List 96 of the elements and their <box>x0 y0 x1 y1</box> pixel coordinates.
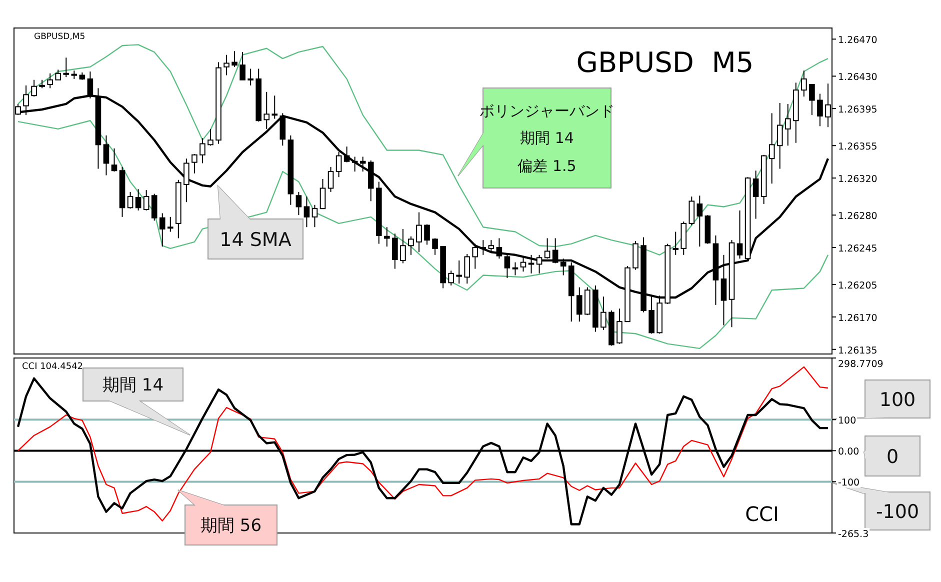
y-tick-label: 1.26205 <box>838 280 878 292</box>
candlestick <box>127 191 134 210</box>
candlestick <box>784 103 791 146</box>
y-tick-label: 0.00 <box>838 446 860 458</box>
candlestick <box>576 286 582 322</box>
candlestick <box>512 262 518 276</box>
candlestick <box>432 238 438 256</box>
y-tick-label: 1.26245 <box>838 243 878 254</box>
y-tick-label: 1.26395 <box>838 104 878 116</box>
candlestick <box>47 72 53 89</box>
candlestick <box>496 238 502 260</box>
candlestick <box>400 228 406 264</box>
candlestick <box>135 188 142 211</box>
candlestick <box>600 296 606 330</box>
candlestick <box>143 190 150 211</box>
candlestick <box>528 254 534 274</box>
candlestick <box>328 166 334 192</box>
candlestick <box>200 138 206 164</box>
candlestick <box>817 93 823 127</box>
candlestick <box>192 153 198 174</box>
candlestick <box>360 156 366 172</box>
candlestick <box>384 226 390 248</box>
annotation: 14 SMA <box>220 228 292 251</box>
candlestick <box>552 238 558 264</box>
candlestick <box>544 238 550 260</box>
line-series <box>17 44 829 256</box>
candlestick <box>320 178 326 210</box>
candlestick <box>464 253 470 284</box>
candlestick <box>520 256 526 272</box>
candlestick <box>616 308 622 344</box>
annotation: 期間 14 <box>102 376 164 396</box>
y-tick-label: 1.26470 <box>838 35 878 46</box>
candlestick <box>248 68 254 86</box>
callout: 期間 14 <box>82 368 190 436</box>
candlestick <box>560 258 566 276</box>
candlestick <box>809 84 815 116</box>
candlestick <box>696 195 703 248</box>
candlestick <box>31 79 37 98</box>
candlestick <box>736 210 743 260</box>
candlestick <box>424 224 430 246</box>
candlestick <box>352 156 358 172</box>
annotation: ボリンジャーバンド <box>480 102 614 120</box>
candlestick <box>232 50 238 68</box>
candlestick <box>159 212 166 248</box>
candlestick <box>448 270 454 286</box>
candlestick <box>752 170 759 220</box>
annotation: CCI <box>745 502 779 526</box>
candlestick <box>184 158 190 203</box>
annotation: 偏差 1.5 <box>518 157 576 175</box>
candlestick <box>224 54 230 76</box>
annotation: 期間 56 <box>200 516 262 536</box>
y-tick-label: 1.26320 <box>838 174 878 186</box>
callout: 0 <box>863 436 920 476</box>
candlestick <box>472 243 478 270</box>
candlestick <box>63 57 70 78</box>
text: GBPUSD M5 <box>576 46 754 79</box>
y-tick-label: 1.26170 <box>838 312 878 324</box>
candlestick <box>272 95 278 120</box>
candlestick <box>768 112 775 184</box>
candlestick <box>55 69 62 80</box>
annotation: CCI 104.4542 <box>22 362 84 372</box>
candlestick <box>801 70 807 98</box>
candlestick <box>151 193 158 222</box>
candlestick <box>111 148 118 172</box>
candlestick <box>312 204 318 228</box>
candlestick <box>416 212 422 253</box>
y-tick-label: -265.3 <box>838 529 869 540</box>
y-tick-label: 1.26430 <box>838 72 878 84</box>
candlestick <box>672 231 679 256</box>
candlestick <box>392 233 398 270</box>
text: GBPUSD,M5 <box>34 32 86 42</box>
y-tick-label: 1.26135 <box>838 345 878 356</box>
candlestick <box>408 236 414 256</box>
candlestick <box>776 102 783 170</box>
candlestick <box>688 196 695 226</box>
candlestick <box>480 240 486 256</box>
annotation: 期間 14 <box>520 129 574 147</box>
y-tick-label: 1.26280 <box>838 211 878 222</box>
callout: 期間 56 <box>178 490 278 546</box>
line-series <box>17 120 829 350</box>
candlestick <box>336 152 342 178</box>
candlestick <box>208 128 214 146</box>
candlestick <box>296 191 302 216</box>
y-tick-label: 298.7709 <box>838 359 884 370</box>
callout: 14 SMA <box>208 184 304 260</box>
candlestick <box>304 196 310 228</box>
candlestick <box>456 260 462 284</box>
candlestick <box>240 52 246 80</box>
candlestick <box>167 216 174 232</box>
candlestick <box>504 254 510 279</box>
candlestick <box>344 146 350 163</box>
candlestick <box>536 254 542 274</box>
candlestick <box>488 240 494 253</box>
y-tick-label: 1.26355 <box>838 142 878 153</box>
candlestick <box>103 134 110 176</box>
candlestick <box>280 112 286 146</box>
